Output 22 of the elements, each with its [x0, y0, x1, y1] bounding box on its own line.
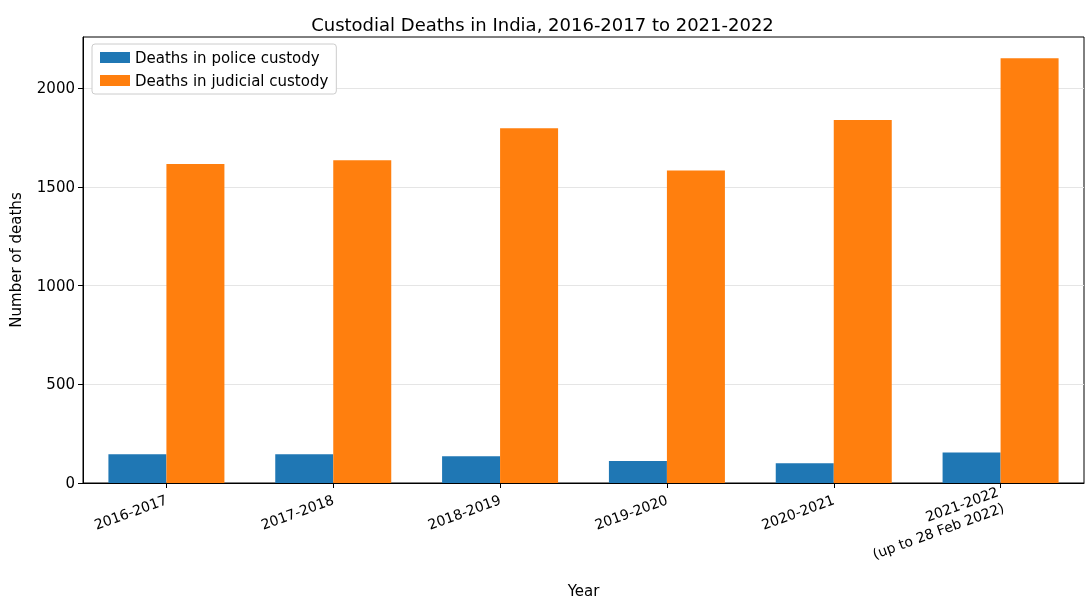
- bar: [108, 454, 167, 483]
- y-tick-label: 500: [46, 375, 75, 394]
- bar: [833, 119, 892, 483]
- bar: [442, 456, 501, 483]
- bar: [500, 128, 559, 483]
- y-axis-title: Number of deaths: [6, 192, 25, 328]
- bar: [666, 170, 725, 483]
- legend-label: Deaths in police custody: [135, 48, 320, 67]
- legend-label: Deaths in judicial custody: [135, 71, 329, 90]
- bar: [166, 164, 225, 483]
- y-tick-label: 2000: [36, 79, 75, 98]
- bar: [275, 454, 334, 483]
- bar: [1000, 58, 1059, 483]
- y-tick-label: 1000: [36, 276, 75, 295]
- bar: [775, 463, 834, 483]
- x-axis-title: Year: [566, 581, 601, 600]
- y-tick-label: 1500: [36, 177, 75, 196]
- bar: [333, 160, 392, 483]
- y-tick-label: 0: [65, 474, 75, 492]
- chart-title: Custodial Deaths in India, 2016-2017 to 2021-2022: [311, 13, 774, 35]
- bar: [942, 452, 1001, 483]
- bar: [608, 460, 667, 483]
